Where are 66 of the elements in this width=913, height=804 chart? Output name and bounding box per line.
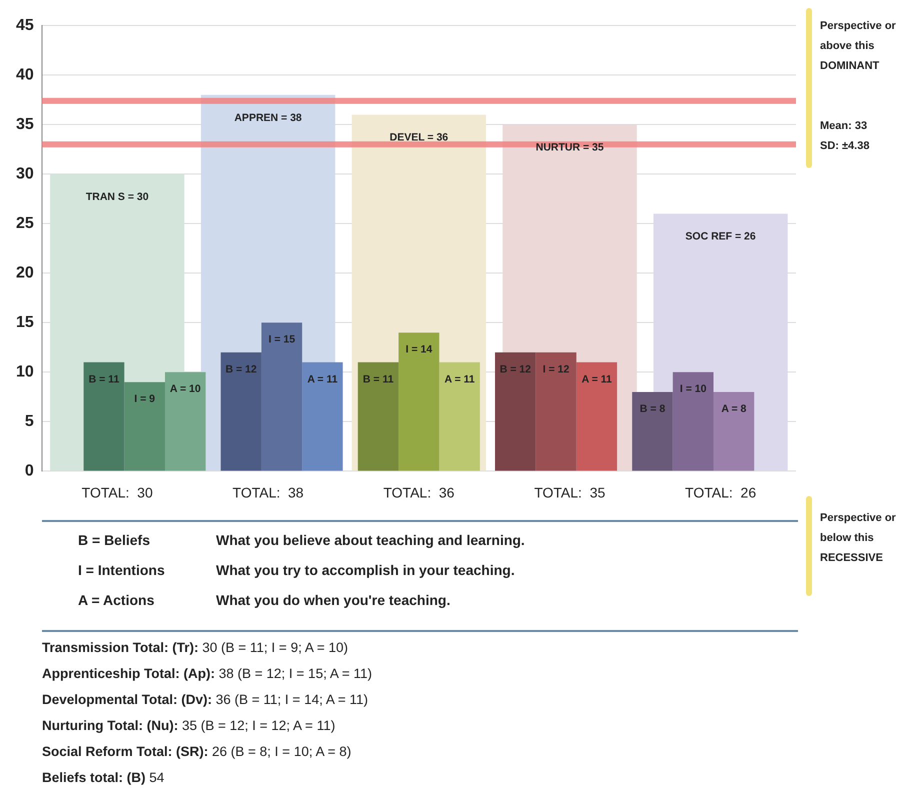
text: What you try to accomplish in your teaching. [216, 562, 515, 580]
x-tick-label: TOTAL: 36 [383, 484, 455, 500]
data-label: A = 8 [721, 402, 746, 415]
y-tick-label: 20 [16, 264, 34, 282]
bar [632, 392, 673, 471]
data-label: B = 8 [640, 402, 666, 415]
text: What you do when you're teaching. [216, 592, 450, 610]
data-label: TRAN S = 30 [86, 191, 149, 204]
data-label: B = 12 [500, 363, 532, 376]
data-label: I = 14 [406, 344, 432, 356]
y-tick-label: 10 [16, 364, 34, 381]
bar [576, 362, 618, 471]
text: What you believe about teaching and learning. [216, 532, 525, 550]
data-label: B = 12 [225, 363, 257, 376]
y-tick-label: 30 [16, 166, 34, 183]
bar [713, 392, 754, 471]
text: SD: ±4.38 [820, 139, 870, 154]
bar [536, 352, 576, 471]
data-label: I = 10 [680, 383, 707, 396]
data-label: B = 11 [88, 373, 120, 386]
data-label: A = 10 [170, 383, 201, 396]
bar [84, 362, 124, 471]
text: Mean: 33 [820, 119, 868, 134]
text: Perspective or above this DOMINANT [820, 19, 897, 74]
y-tick-label: 45 [16, 17, 34, 34]
data-label: B = 11 [362, 373, 394, 386]
data-label: I = 12 [542, 363, 570, 376]
text: Transmission Total: (Tr): 30 (B = 11; I = 9; A = 10) [42, 640, 348, 655]
bar [164, 372, 206, 471]
text: Beliefs total: (B) 54 [42, 770, 164, 785]
text: Developmental Total: (Dv): 36 (B = 11; I = 14; A = 11) [42, 692, 368, 707]
bar [124, 382, 165, 471]
data-label: DEVEL = 36 [390, 132, 448, 144]
bar [672, 372, 714, 471]
data-label: I = 15 [268, 334, 296, 346]
data-label: SOC REF = 26 [685, 230, 756, 243]
text: A = Actions [78, 592, 156, 610]
data-label: APPREN = 38 [234, 112, 302, 124]
data-label: A = 11 [582, 373, 612, 386]
data-label: A = 11 [444, 373, 475, 386]
text: I = Intentions [78, 562, 166, 580]
bar [261, 322, 302, 471]
y-tick-label: 5 [24, 413, 34, 430]
text: Nurturing Total: (Nu): 35 (B = 12; I = 12; A = 11) [42, 718, 336, 733]
y-tick-label: 25 [16, 215, 34, 232]
y-tick-label: 15 [16, 314, 34, 332]
text: Apprenticeship Total: (Ap): 38 (B = 12; I = 15; A = 11) [42, 666, 372, 681]
bar [495, 352, 536, 471]
data-label: A = 11 [307, 373, 338, 386]
data-label: I = 9 [134, 393, 156, 406]
bar [302, 362, 343, 471]
bar [358, 362, 399, 471]
bar [398, 332, 440, 471]
y-tick-label: 35 [16, 116, 34, 134]
x-tick-label: TOTAL: 26 [685, 484, 756, 500]
text: Social Reform Total: (SR): 26 (B = 8; I = 10; A = 8) [42, 744, 352, 759]
bar [439, 362, 480, 471]
x-tick-label: TOTAL: 38 [232, 484, 304, 500]
text: Perspective or below this RECESSIVE [820, 511, 897, 566]
y-tick-label: 0 [24, 462, 34, 480]
bar [220, 352, 262, 471]
y-tick-label: 40 [16, 66, 34, 84]
x-tick-label: TOTAL: 35 [534, 484, 606, 500]
x-tick-label: TOTAL: 30 [82, 484, 153, 500]
data-label: NURTUR = 35 [536, 142, 604, 154]
text: B = Beliefs [78, 532, 151, 550]
